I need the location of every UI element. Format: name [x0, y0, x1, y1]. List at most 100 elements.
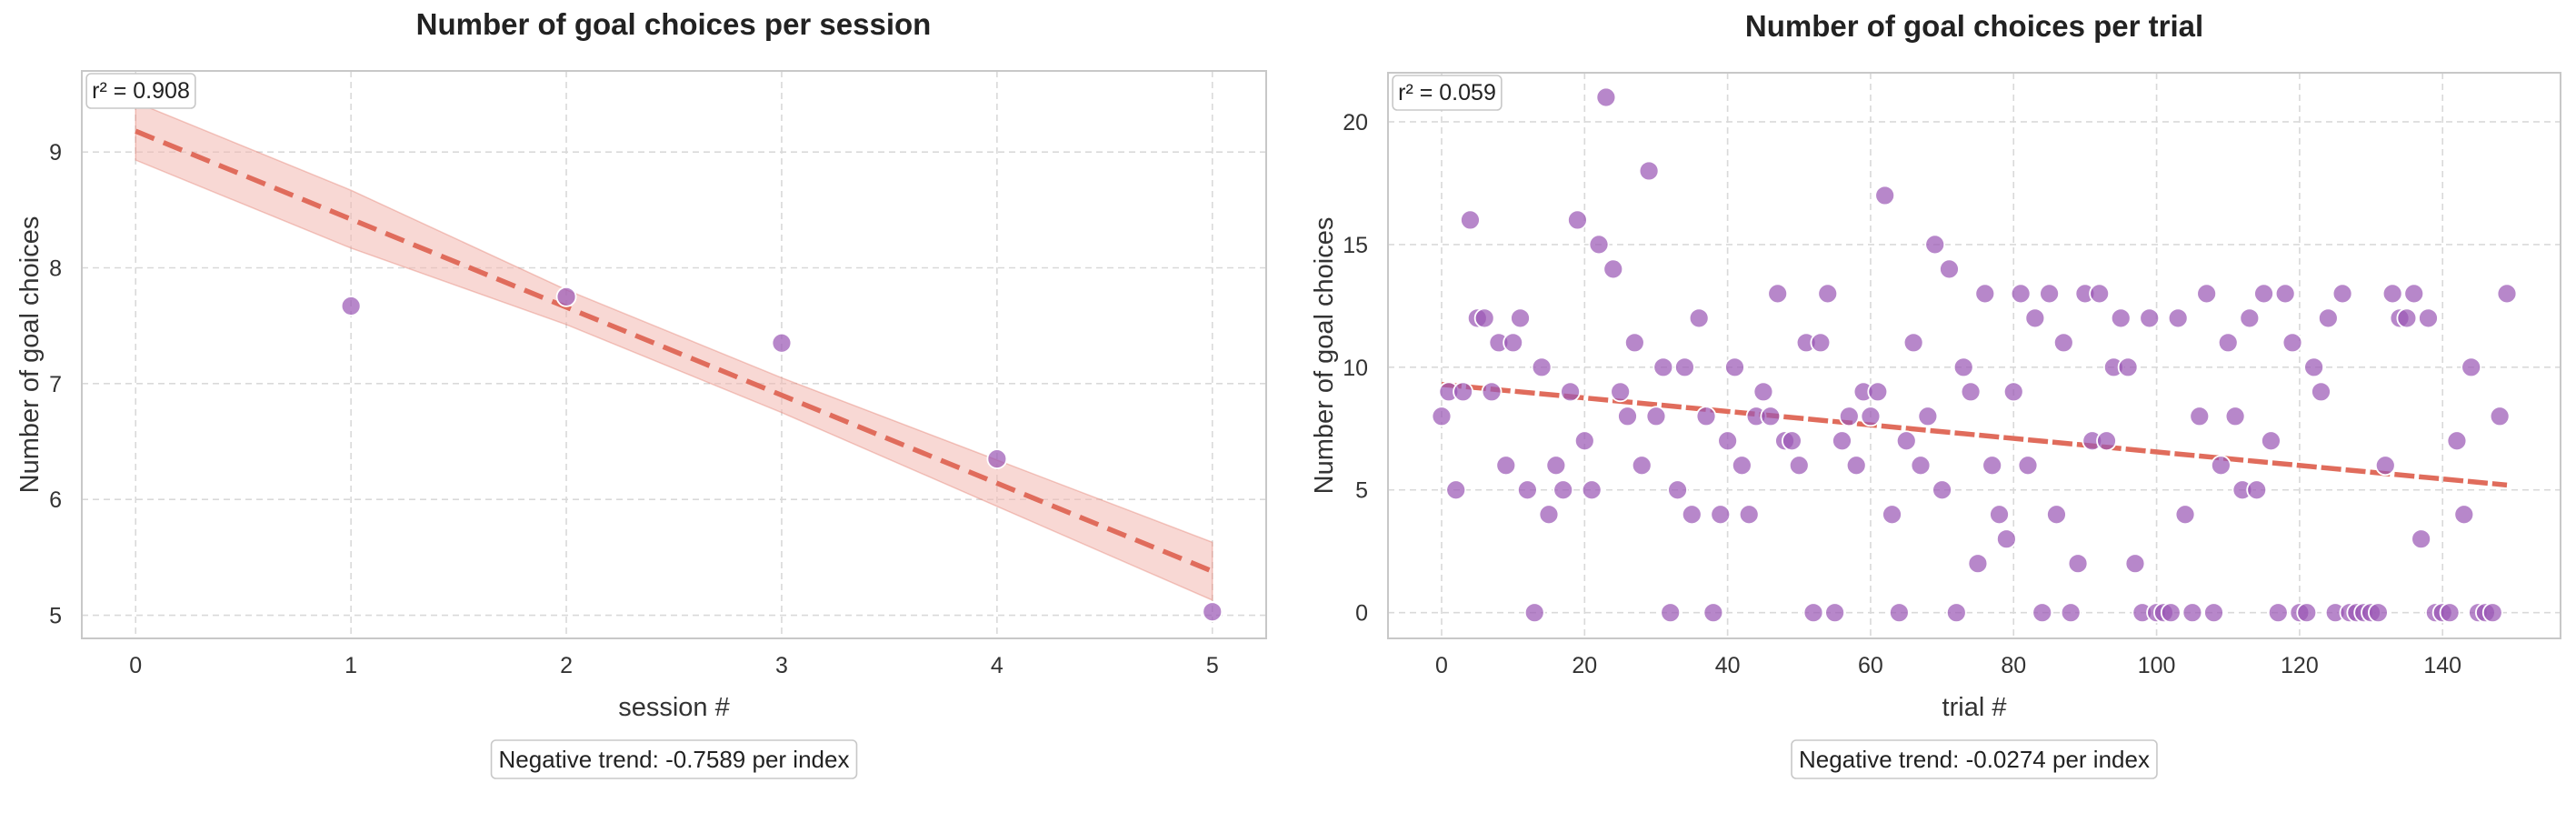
y-tick-label: 5 [1355, 478, 1368, 504]
data-point [2160, 602, 2182, 624]
data-point [1939, 258, 1960, 280]
data-point [1995, 528, 2017, 550]
data-point [986, 448, 1008, 470]
data-point [1645, 406, 1667, 427]
data-point [1895, 430, 1917, 452]
data-point [2002, 381, 2024, 403]
data-point [2267, 602, 2289, 624]
data-point [2418, 307, 2439, 329]
data-point [1503, 332, 1524, 354]
x-axis-label: trial # [1942, 693, 2007, 722]
data-point [2411, 528, 2432, 550]
x-tick-label: 3 [775, 653, 788, 678]
data-point [2096, 430, 2117, 452]
data-point [1702, 602, 1724, 624]
trend-label-box [1791, 739, 2158, 779]
data-point [1917, 406, 1939, 427]
data-point [1967, 553, 1989, 575]
data-point [1724, 356, 1745, 378]
data-point [2224, 406, 2246, 427]
data-point [1473, 307, 1495, 329]
data-point [1710, 504, 1732, 526]
data-point [2182, 602, 2203, 624]
data-point [2067, 553, 2089, 575]
data-point [1760, 406, 1782, 427]
data-point [1603, 258, 1624, 280]
data-point [1960, 381, 1982, 403]
data-point [1617, 406, 1638, 427]
data-point [2281, 332, 2303, 354]
data-point [1202, 601, 1223, 623]
data-point [2024, 307, 2046, 329]
x-tick-label: 140 [2423, 653, 2461, 678]
y-tick-label: 8 [49, 256, 62, 281]
data-point [1510, 307, 1531, 329]
data-point [1631, 455, 1652, 477]
data-point [2261, 430, 2281, 452]
data-point [2032, 602, 2053, 624]
data-point [2274, 283, 2296, 305]
data-point [1802, 602, 1824, 624]
data-point [2046, 504, 2067, 526]
plot-frame [1387, 72, 2561, 639]
data-point [555, 286, 577, 307]
x-tick-label: 0 [129, 653, 142, 678]
data-point [1460, 209, 1481, 231]
data-point [1810, 332, 1832, 354]
data-point [2052, 332, 2074, 354]
x-tick-label: 1 [344, 653, 357, 678]
data-point [1717, 430, 1739, 452]
data-point [1945, 602, 1967, 624]
data-point [1495, 455, 1517, 477]
data-point [1817, 283, 1839, 305]
data-point [1982, 455, 2003, 477]
trend-label: Negative trend: -0.7589 per index [499, 746, 850, 773]
data-point [1860, 406, 1882, 427]
data-point [1845, 455, 1867, 477]
data-point [1752, 381, 1774, 403]
y-tick-label: 10 [1343, 356, 1368, 381]
data-point [2060, 602, 2082, 624]
data-point [1531, 356, 1553, 378]
data-point [2117, 356, 2139, 378]
y-axis-label: Number of goal choices [1310, 217, 1339, 495]
data-point [1688, 307, 1710, 329]
data-point [1695, 406, 1717, 427]
data-point [1431, 406, 1453, 427]
data-point [1667, 479, 1688, 501]
trend-label: Negative trend: -0.0274 per index [1799, 746, 2150, 773]
data-point [1681, 504, 1702, 526]
data-point [1989, 504, 2010, 526]
chart-panel-2: Number of goal choices per trial 0 20 40 60 8… [1310, 9, 2561, 779]
r-squared-box [85, 73, 196, 109]
r-squared-box [1392, 75, 1503, 111]
data-point [2210, 455, 2232, 477]
data-point [2489, 406, 2511, 427]
data-point [2396, 307, 2418, 329]
y-tick-label: 0 [1355, 601, 1368, 627]
data-point [1867, 381, 1889, 403]
data-point [1902, 332, 1924, 354]
data-point [2374, 455, 2396, 477]
trend-line [135, 128, 1213, 574]
x-tick-label: 100 [2138, 653, 2176, 678]
data-point [2139, 307, 2161, 329]
data-point [2246, 479, 2268, 501]
data-point [1767, 283, 1789, 305]
data-point [2217, 332, 2239, 354]
y-tick-label: 7 [49, 372, 62, 397]
data-point [2010, 283, 2032, 305]
data-point [1560, 381, 1581, 403]
data-point [2311, 381, 2331, 403]
data-point [1553, 479, 1574, 501]
data-point [1782, 430, 1802, 452]
x-tick-label: 40 [1715, 653, 1741, 678]
data-point [1974, 283, 1996, 305]
data-point [1932, 479, 1953, 501]
y-tick-label: 9 [49, 140, 62, 166]
data-point [2403, 283, 2425, 305]
data-point [2296, 602, 2318, 624]
data-point [1838, 406, 1860, 427]
chart-title: Number of goal choices per trial [1745, 9, 2203, 43]
